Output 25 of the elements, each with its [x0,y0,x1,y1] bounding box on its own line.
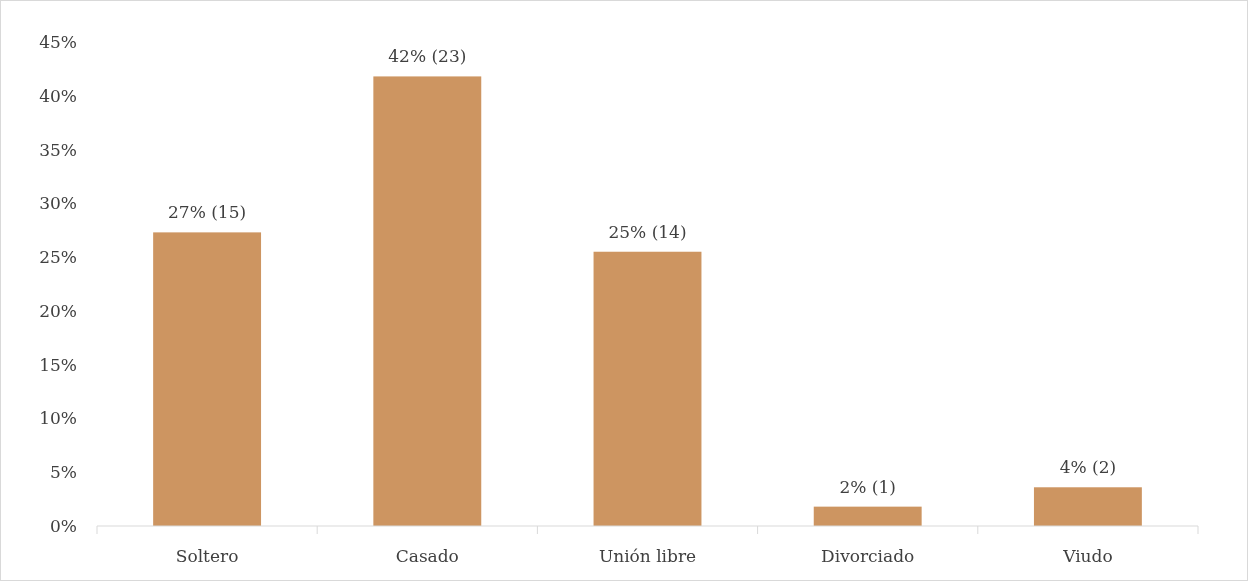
y-tick-label: 10% [39,408,77,429]
x-tick-label: Casado [395,546,459,566]
y-tick-label: 30% [39,193,77,214]
data-label: 4% (2) [1059,457,1117,478]
bar [813,506,922,526]
y-tick-label: 20% [39,300,77,321]
data-label: 25% (14) [608,221,687,242]
y-tick-label: 5% [50,462,77,483]
y-tick-label: 40% [39,85,77,106]
x-tick-label: Unión libre [598,546,697,566]
data-label: 42% (23) [388,46,467,67]
bar [593,251,702,526]
x-tick-label: Viudo [1062,546,1113,566]
y-tick-label: 45% [39,31,77,52]
bar [373,76,482,526]
x-tick-label: Divorciado [821,546,915,566]
y-tick-label: 35% [39,139,77,160]
bar [153,232,262,526]
y-tick-label: 0% [50,515,77,536]
data-label: 27% (15) [168,202,247,223]
data-label: 2% (1) [839,476,896,497]
x-tick-label: Soltero [175,546,239,566]
y-tick-label: 25% [39,247,77,268]
bar [1033,487,1142,526]
y-tick-label: 15% [39,354,77,375]
